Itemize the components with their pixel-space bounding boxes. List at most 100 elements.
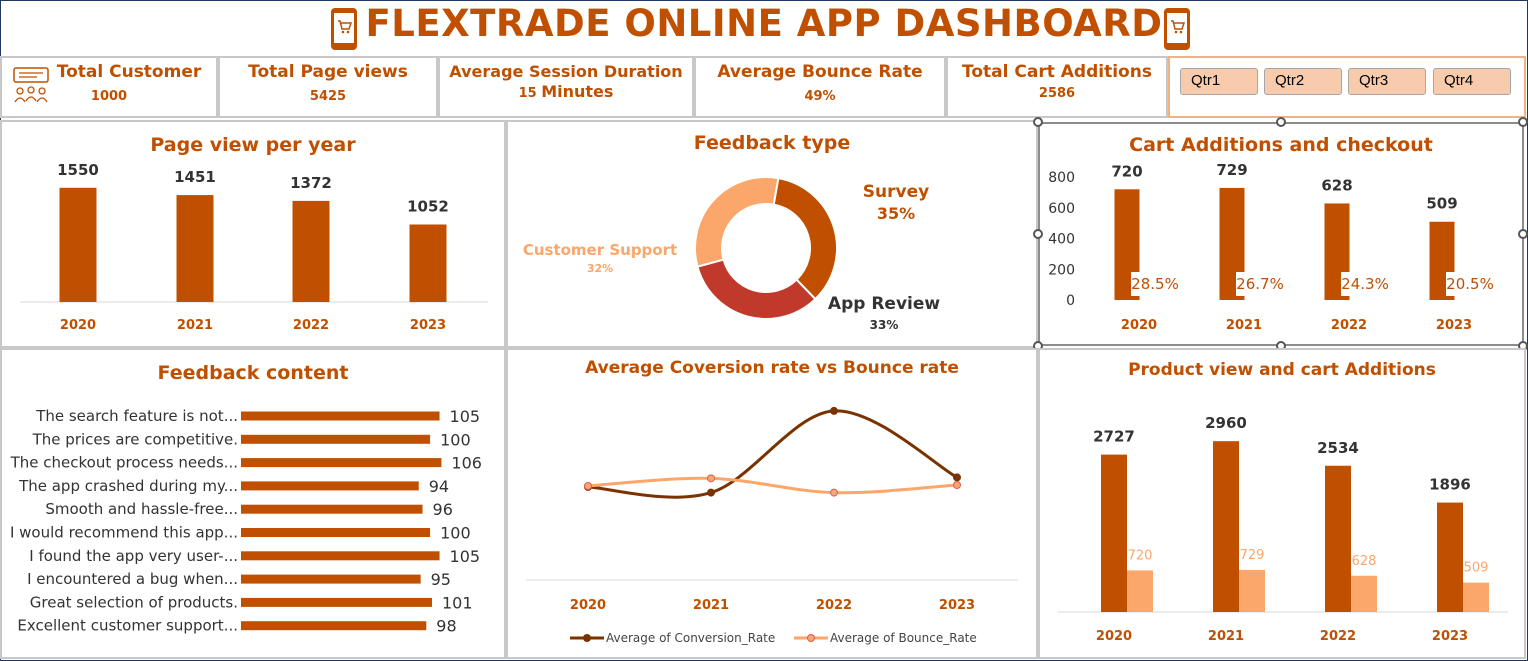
- category-label: The checkout process needs...: [10, 454, 238, 472]
- cart-additions-chart: 800 600 400 200 0 720 28.5% 2020 729 26.7% 2021 628…: [1048, 161, 1494, 333]
- donut-slice: [772, 176, 838, 301]
- panel-page-view-per-year: Page view per year 1550 2020 1451 2021 1372 2…: [0, 120, 506, 348]
- kpi-value: 1000: [90, 89, 128, 104]
- shopping-phone-icon: [331, 8, 357, 50]
- donut-slice: [696, 258, 817, 320]
- data-label: 101: [442, 593, 473, 612]
- chart-title: Feedback type: [693, 132, 851, 154]
- tick-label: 2022: [293, 318, 329, 333]
- data-label: 95: [431, 570, 451, 589]
- resize-handle[interactable]: [1518, 229, 1528, 239]
- resize-handle[interactable]: [1518, 117, 1528, 127]
- bar: [1101, 454, 1127, 612]
- series-line: [587, 476, 958, 495]
- rate-label: 20.5%: [1446, 275, 1494, 293]
- rate-label-box: [1446, 272, 1494, 296]
- kpi-label: Total Page views: [248, 62, 408, 82]
- y-tick-label: 400: [1048, 232, 1075, 248]
- kpi-label: Total Customer: [56, 62, 202, 82]
- data-label: 720: [1111, 162, 1142, 180]
- data-label: 2960: [1205, 414, 1247, 432]
- category-label: I encountered a bug when...: [27, 570, 238, 588]
- slice-percent: 35%: [877, 204, 915, 223]
- data-point: [830, 406, 838, 415]
- data-label: 94: [429, 477, 449, 496]
- data-label: 106: [451, 454, 482, 473]
- kpi-value: 2586: [1038, 86, 1076, 101]
- legend-label: Average of Bounce_Rate: [830, 631, 977, 645]
- data-label: 1372: [290, 174, 332, 192]
- chart-title: Product view and cart Additions: [1128, 360, 1436, 380]
- category-label: The prices are competitive.: [32, 430, 238, 448]
- data-label: 105: [450, 407, 481, 426]
- legend-label: Average of Conversion_Rate: [606, 631, 775, 645]
- resize-handle[interactable]: [1033, 117, 1043, 127]
- kpi-bounce-rate: Average Bounce Rate 49%: [694, 56, 946, 118]
- data-label: 628: [1321, 176, 1352, 194]
- data-label: 1550: [57, 161, 99, 179]
- tick-label: 2021: [1226, 318, 1262, 333]
- data-point: [830, 488, 838, 497]
- bar: [241, 528, 431, 537]
- slicer-qtr4-button[interactable]: Qtr4: [1433, 68, 1511, 95]
- tick-label: 2022: [816, 598, 852, 613]
- bar: [1127, 570, 1153, 612]
- category-label: The app crashed during my...: [18, 477, 238, 495]
- conversion-bounce-chart: 2020 2021 2022 2023 Average of Conversion_Ra…: [526, 406, 1018, 645]
- panel-cart-additions[interactable]: Cart Additions and checkout 800 600 400 200…: [1038, 122, 1524, 346]
- y-tick-label: 0: [1066, 293, 1075, 309]
- slicer-qtr1-button[interactable]: Qtr1: [1180, 68, 1258, 95]
- product-view-cart-chart: 2727 720 2020 2960 729 2021 2534 628 2022 1896 509…: [1058, 414, 1508, 644]
- tick-label: 2021: [177, 318, 213, 333]
- slicer-qtr3-button[interactable]: Qtr3: [1348, 68, 1426, 95]
- bar: [241, 621, 427, 631]
- data-label: 100: [440, 524, 471, 543]
- data-label: 729: [1216, 161, 1247, 179]
- kpi-label: Average Bounce Rate: [717, 62, 923, 82]
- kpi-label: Total Cart Additions: [962, 62, 1152, 82]
- data-label: 96: [433, 500, 453, 519]
- tick-label: 2021: [693, 598, 729, 613]
- category-label: I found the app very user-...: [29, 547, 238, 565]
- y-tick-label: 800: [1048, 170, 1075, 186]
- data-label: 509: [1464, 561, 1489, 576]
- data-point: [584, 481, 592, 490]
- category-label: The search feature is not...: [35, 407, 238, 425]
- chart-title: Feedback content: [157, 362, 349, 384]
- resize-handle[interactable]: [1033, 229, 1043, 239]
- kpi-value-unit: Minutes: [541, 82, 614, 101]
- chart-title: Cart Additions and checkout: [1129, 134, 1433, 156]
- data-label: 509: [1426, 195, 1457, 213]
- kpi-value-number: 15: [518, 86, 537, 101]
- bar: [241, 411, 440, 421]
- bar: [241, 504, 423, 514]
- donut-slice: [694, 176, 780, 268]
- data-point: [707, 488, 715, 497]
- bar: [59, 187, 97, 302]
- panel-feedback-content: Feedback content The search feature is n…: [0, 348, 506, 659]
- category-label: Great selection of products.: [30, 593, 238, 611]
- feedback-type-chart: Survey 35% App Review 33% Customer Support 32…: [523, 176, 940, 332]
- tick-label: 2023: [939, 598, 975, 613]
- slicer-qtr2-button[interactable]: Qtr2: [1264, 68, 1342, 95]
- tick-label: 2020: [1121, 318, 1157, 333]
- kpi-session-duration: Average Session Duration 15 Minutes: [438, 56, 694, 118]
- dashboard-title: FLEXTRADE ONLINE APP DASHBOARD: [365, 2, 1163, 45]
- data-point: [953, 481, 961, 489]
- data-label: 105: [450, 547, 481, 566]
- panel-product-view-cart: Product view and cart Additions 2727 720 2…: [1038, 348, 1526, 659]
- panel-feedback-type: Feedback type Survey 35% App Review 33% Cust…: [506, 120, 1038, 348]
- bar: [241, 434, 431, 444]
- tick-label: 2023: [1432, 629, 1468, 644]
- rate-label-box: [1131, 272, 1179, 296]
- feedback-content-chart: The search feature is not... 105 The price…: [10, 407, 482, 636]
- tick-label: 2023: [410, 318, 446, 333]
- quarter-slicer: Qtr1 Qtr2 Qtr3 Qtr4: [1168, 56, 1526, 118]
- bar: [241, 458, 442, 468]
- bar: [292, 200, 330, 302]
- resize-handle[interactable]: [1276, 117, 1286, 127]
- data-label: 100: [440, 430, 471, 449]
- tick-label: 2020: [60, 318, 96, 333]
- slice-percent: 33%: [870, 318, 899, 332]
- data-label: 1896: [1429, 476, 1471, 494]
